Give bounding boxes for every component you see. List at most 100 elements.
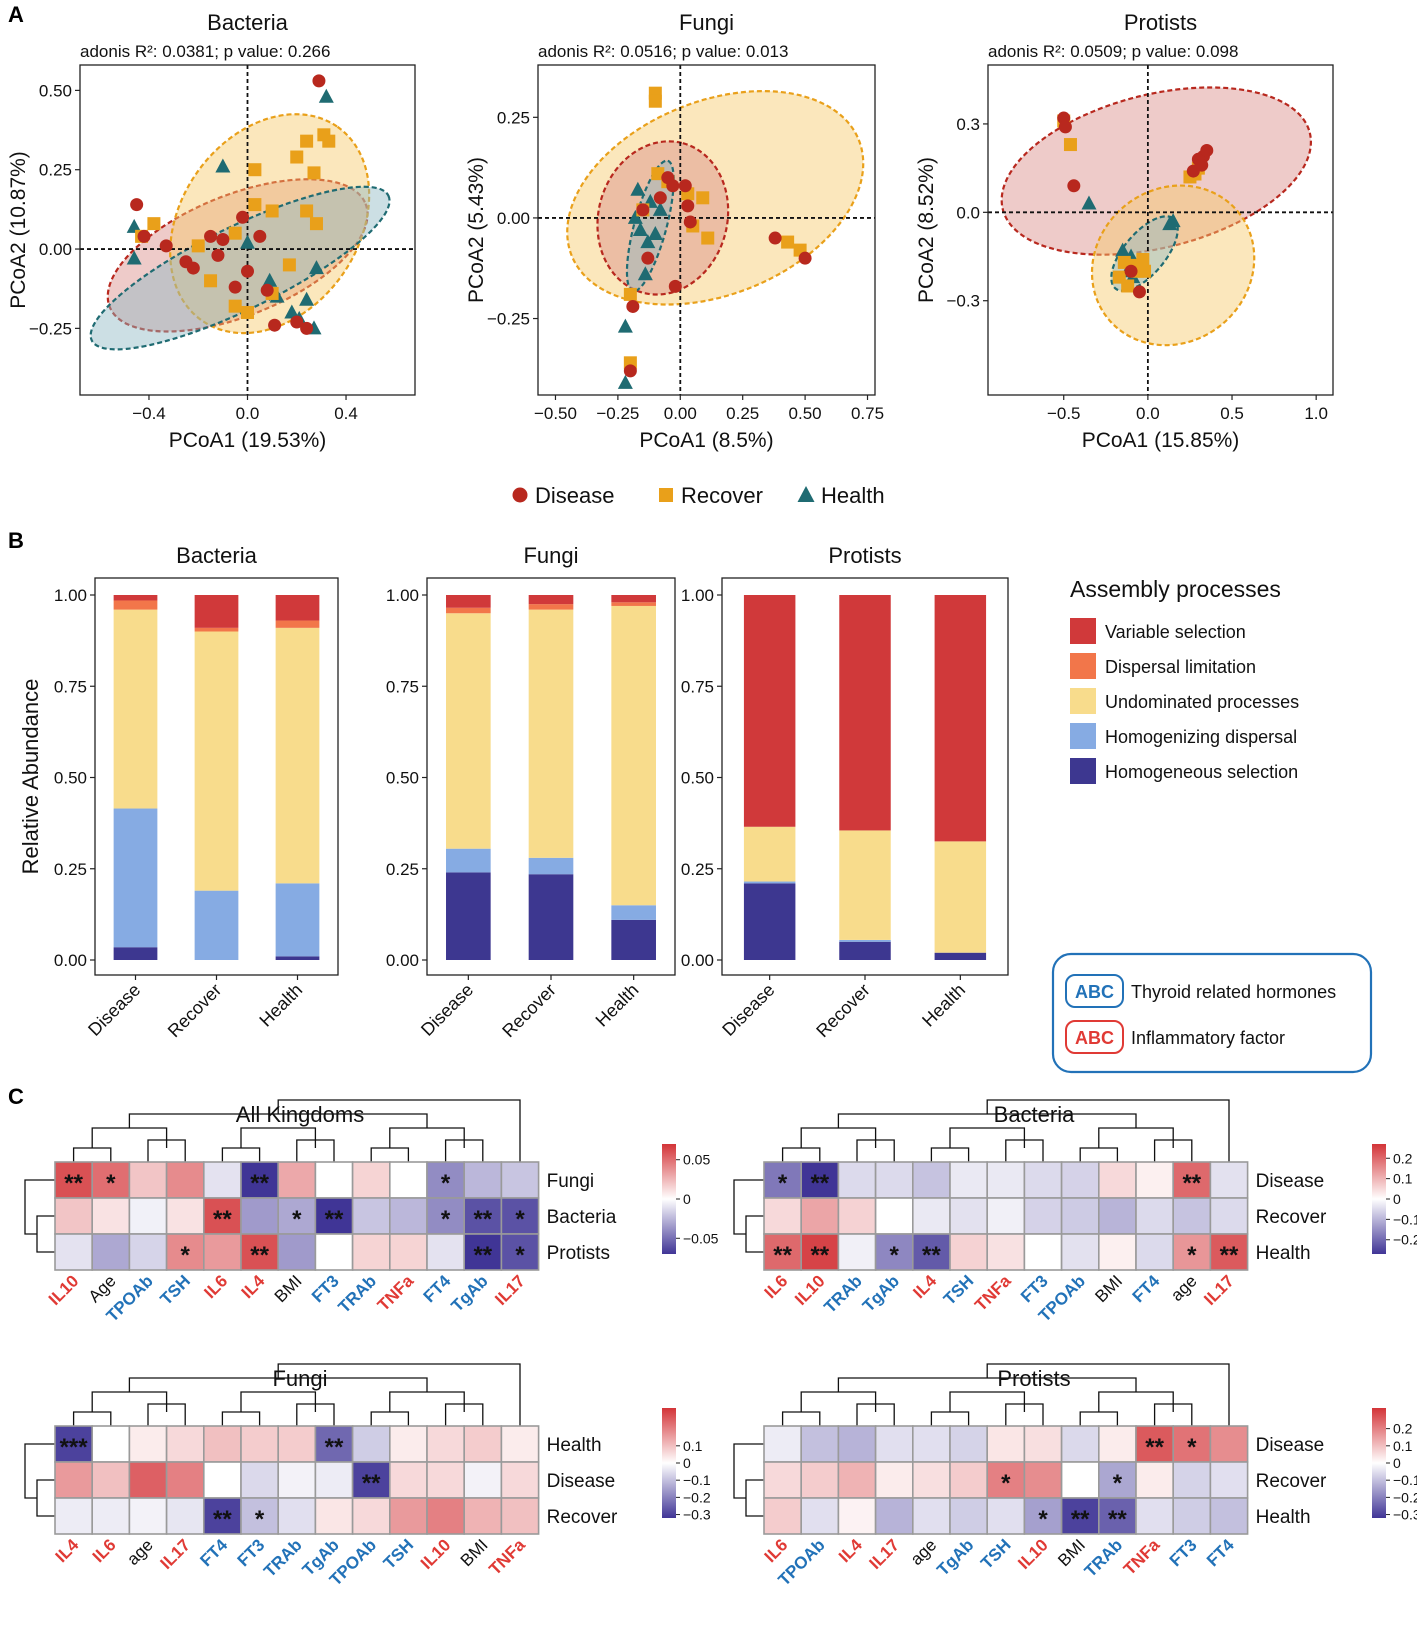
column-label: IL4 <box>835 1535 866 1566</box>
heatmap-cell <box>314 1197 354 1235</box>
heatmap-cell <box>240 1233 280 1271</box>
disease-point <box>312 74 326 88</box>
heatmap-cell <box>91 1197 131 1235</box>
scale-tick-label: 0.05 <box>683 1152 710 1168</box>
bar-homogeneous-segment <box>611 919 656 960</box>
recover-point <box>204 274 218 288</box>
significance-stars: * <box>1187 1434 1197 1461</box>
heatmap-cell <box>203 1461 242 1499</box>
panel-b-stacked-bars: Bacteria Disease Recover Health 0.00 0.25 0.50… <box>18 543 1009 1041</box>
disease-point <box>253 229 267 243</box>
legend-title: Assembly processes <box>1070 576 1281 602</box>
heatmap-cell <box>949 1233 989 1271</box>
dendrogram-branch <box>733 1443 764 1499</box>
column-label: IL4 <box>238 1271 269 1302</box>
heatmap-cell <box>986 1161 1026 1199</box>
heatmap-cell <box>91 1425 131 1463</box>
y-tick-label: 0.50 <box>39 81 72 100</box>
heatmap-cell <box>874 1425 914 1463</box>
dendrogram-branch <box>24 1443 55 1499</box>
recover-point <box>1063 138 1077 152</box>
dendrogram-branch <box>221 1411 261 1426</box>
panel-label-b: B <box>8 528 24 553</box>
heatmap-cell <box>1172 1233 1212 1271</box>
y-tick-label: 0.00 <box>54 951 87 970</box>
heatmap-cell <box>1098 1497 1137 1535</box>
significance-stars: ** <box>810 1242 829 1269</box>
heatmap-cell <box>463 1197 503 1235</box>
legend-undominated-swatch <box>1070 688 1096 714</box>
health-point <box>630 181 646 196</box>
column-dendrogram <box>72 1363 521 1426</box>
heatmap-cell <box>1023 1461 1063 1499</box>
bar-homogeneous-segment <box>528 874 574 960</box>
heatmap-cell <box>800 1197 840 1235</box>
recover-confidence-ellipse <box>566 90 865 306</box>
bar-homogenizing-segment <box>743 881 796 884</box>
pcoa-plot-fungi: Fungi adonis R²: 0.0516; p value: 0.013 −0… <box>465 10 884 452</box>
heatmap-cell <box>1060 1425 1100 1463</box>
heatmap-cell <box>1098 1197 1137 1235</box>
dendrogram-branch <box>949 1127 1026 1148</box>
recover-point <box>265 204 279 218</box>
column-label: TgAb <box>859 1271 903 1315</box>
heatmap-cell <box>763 1497 803 1535</box>
health-point <box>632 222 648 236</box>
heatmap-cell <box>874 1197 914 1235</box>
heatmap-cell <box>351 1197 391 1235</box>
y-tick-label: 0.00 <box>497 209 530 228</box>
significance-stars: ** <box>325 1434 344 1461</box>
dendrogram-branch <box>277 1099 521 1162</box>
heatmap-cell <box>165 1161 205 1199</box>
column-label: TNFa <box>374 1271 418 1315</box>
significance-stars: ** <box>773 1242 792 1269</box>
column-label: IL4 <box>52 1535 83 1566</box>
bar-homogenizing-segment <box>446 848 491 873</box>
column-label: FT3 <box>1166 1535 1201 1570</box>
x-tick-label: −0.4 <box>132 404 166 423</box>
row-label: Protists <box>547 1243 610 1264</box>
column-label: TNFa <box>971 1271 1015 1315</box>
recover-point <box>241 306 254 319</box>
dendrogram-branch <box>277 1363 521 1426</box>
plot-subtitle: adonis R²: 0.0516; p value: 0.013 <box>538 42 788 61</box>
bar-variable-segment <box>611 595 656 603</box>
heatmap-cell <box>874 1161 914 1199</box>
hormone-tag-text: ABC <box>1075 982 1114 1002</box>
health-point <box>318 88 334 103</box>
bar-dispersal-segment <box>113 600 158 610</box>
disease-point <box>1132 285 1146 299</box>
heatmap-cell <box>837 1233 877 1271</box>
significance-stars: ** <box>1145 1434 1164 1461</box>
scale-tick-label: 0.2 <box>1393 1150 1413 1166</box>
row-dendrogram <box>733 1443 764 1517</box>
column-label: BMI <box>1091 1271 1126 1306</box>
health-point <box>299 291 315 306</box>
dendrogram-branch <box>240 1391 317 1412</box>
heatmap-cell <box>165 1233 205 1271</box>
significance-stars: ** <box>64 1170 83 1197</box>
row-label: Health <box>1256 1243 1311 1264</box>
heatmap-cell <box>128 1233 168 1271</box>
dendrogram-branch <box>745 1479 764 1517</box>
dendrogram-branch <box>949 1391 1026 1412</box>
dendrogram-branch <box>370 1411 410 1426</box>
bar-variable-segment <box>743 595 796 827</box>
significance-stars: * <box>890 1242 900 1269</box>
health-point <box>640 234 656 249</box>
dendrogram-branch <box>1079 1411 1119 1426</box>
significance-stars: * <box>181 1242 191 1269</box>
column-label: IL17 <box>157 1535 194 1572</box>
heatmap-cell <box>54 1425 94 1463</box>
heatmap-cell <box>203 1233 242 1271</box>
column-label: IL6 <box>200 1271 231 1302</box>
heatmap-cell <box>426 1461 466 1499</box>
panel-a-pcoa: Bacteria adonis R²: 0.0381; p value: 0.26… <box>7 10 1334 452</box>
column-label: IL10 <box>417 1535 454 1572</box>
y-tick-label: 0.50 <box>54 769 87 788</box>
dendrogram-branch <box>837 1113 1137 1128</box>
disease-point <box>260 283 274 297</box>
y-tick-label: 0.75 <box>386 677 419 696</box>
x-tick-label: Disease <box>84 980 144 1040</box>
